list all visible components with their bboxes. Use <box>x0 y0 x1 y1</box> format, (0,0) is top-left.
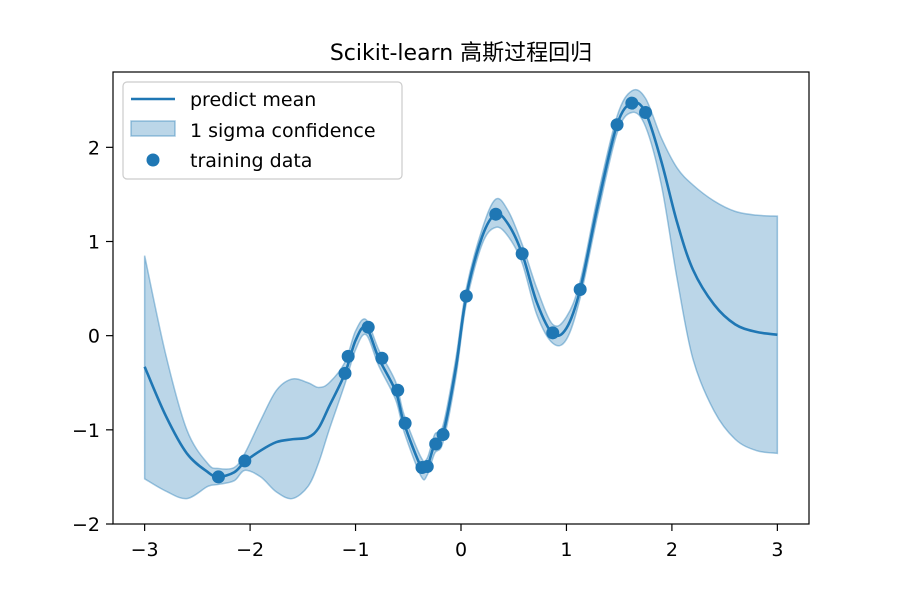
training-point <box>625 96 639 110</box>
y-tick-label: 0 <box>88 326 100 348</box>
x-tick-label: −3 <box>131 539 159 561</box>
legend-label-training: training data <box>190 150 312 172</box>
training-point <box>573 283 587 297</box>
x-tick-label: 1 <box>560 539 572 561</box>
axis-ticks: −3 −2 −1 0 1 2 3 −2 −1 0 1 2 <box>72 137 783 561</box>
training-point <box>338 366 352 380</box>
x-tick-label: 0 <box>455 539 467 561</box>
training-point <box>375 351 389 365</box>
training-point <box>238 454 252 468</box>
training-point <box>639 105 653 119</box>
legend-label-mean: predict mean <box>190 89 316 111</box>
confidence-band <box>143 88 779 500</box>
training-point <box>489 207 503 221</box>
x-tick-label: 2 <box>666 539 678 561</box>
y-tick-label: −2 <box>72 514 100 536</box>
y-tick-label: −1 <box>72 420 100 442</box>
legend-label-confidence: 1 sigma confidence <box>190 120 376 142</box>
training-point <box>429 437 443 451</box>
training-point <box>211 470 225 484</box>
training-point <box>341 349 355 363</box>
y-tick-label: 2 <box>88 137 100 159</box>
legend-point-swatch <box>146 153 160 167</box>
y-tick-label: 1 <box>88 232 100 254</box>
x-tick-label: −1 <box>342 539 370 561</box>
x-tick-label: −2 <box>236 539 264 561</box>
legend: predict mean 1 sigma confidence training d… <box>122 81 403 180</box>
training-point <box>420 460 434 474</box>
plot-area <box>143 88 779 500</box>
training-point <box>361 320 375 334</box>
training-point <box>610 118 624 132</box>
legend-box <box>122 81 403 180</box>
training-point <box>398 416 412 430</box>
training-point <box>546 326 560 340</box>
x-tick-label: 3 <box>771 539 783 561</box>
training-point <box>459 289 473 303</box>
training-point <box>515 247 529 261</box>
chart-title: Scikit-learn 高斯过程回归 <box>330 41 592 66</box>
training-point <box>436 428 450 442</box>
training-point <box>391 383 405 397</box>
legend-band-swatch <box>130 120 176 137</box>
